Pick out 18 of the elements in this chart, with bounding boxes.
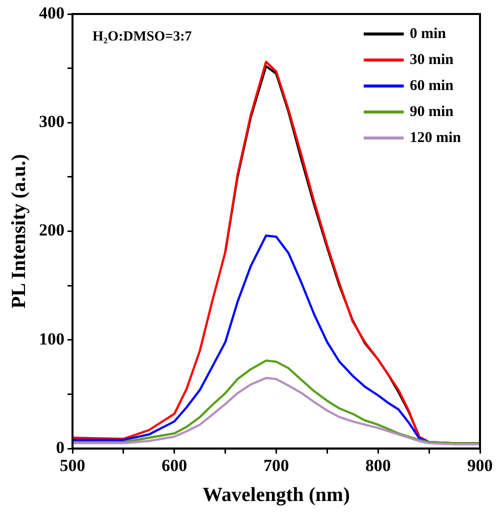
x-tick-label: 900 xyxy=(467,456,493,476)
y-tick-label: 100 xyxy=(39,329,64,348)
legend-label: 0 min xyxy=(410,26,447,42)
y-axis-title: PL Intensity (a.u.) xyxy=(8,154,30,309)
legend-label: 120 min xyxy=(410,130,462,146)
x-tick-label: 600 xyxy=(162,456,188,476)
x-tick-label: 800 xyxy=(365,456,391,476)
x-tick-label: 700 xyxy=(264,456,289,476)
y-tick-label: 300 xyxy=(39,112,64,132)
legend-label: 60 min xyxy=(410,78,454,94)
legend-label: 90 min xyxy=(410,104,454,120)
y-tick-label: 200 xyxy=(39,220,64,240)
annotation: H₂O:DMSO=3:7 xyxy=(92,30,192,45)
x-axis-title: Wavelength (nm) xyxy=(202,484,350,506)
y-tick-label: 400 xyxy=(39,3,64,22)
legend-label: 30 min xyxy=(410,52,454,68)
x-tick-label: 500 xyxy=(60,456,86,476)
y-tick-label: 0 xyxy=(56,438,64,457)
